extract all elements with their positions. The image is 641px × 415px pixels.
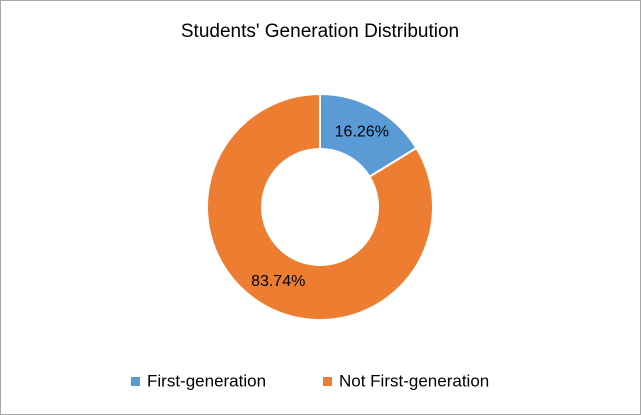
legend-label: Not First-generation	[339, 371, 489, 390]
donut-slice	[206, 92, 434, 321]
data-label: 16.26%	[335, 124, 389, 141]
legend-label: First-generation	[147, 371, 266, 390]
chart-title: Students' Generation Distribution	[181, 21, 459, 42]
data-label: 83.74%	[251, 273, 305, 290]
legend-swatch	[323, 377, 332, 386]
legend-swatch	[131, 377, 140, 386]
